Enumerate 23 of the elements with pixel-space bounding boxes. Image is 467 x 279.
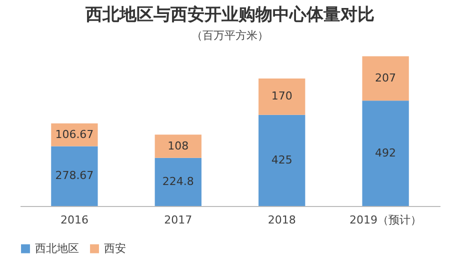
bar — [258, 114, 306, 206]
data-label: 170 — [271, 90, 292, 103]
data-label: 106.67 — [55, 128, 94, 141]
data-label: 278.67 — [55, 169, 94, 182]
data-label: 108 — [168, 139, 189, 152]
x-tick-label: 2018 — [268, 214, 296, 226]
legend-label: 西北地区 — [35, 242, 79, 255]
bar — [258, 78, 306, 115]
x-tick-label: 2017 — [164, 214, 192, 226]
bar — [154, 134, 202, 158]
chart-title: 西北地区与西安开业购物中心体量对比 — [84, 5, 374, 25]
bar — [362, 100, 409, 206]
data-label: 492 — [375, 146, 396, 160]
data-label: 425 — [271, 153, 292, 166]
data-label: 207 — [375, 71, 396, 84]
chart-subtitle: （百万平方米） — [192, 29, 268, 42]
bar — [51, 146, 98, 206]
data-label: 224.8 — [162, 174, 194, 188]
legend-label: 西安 — [104, 242, 126, 255]
bar — [362, 56, 409, 101]
bar — [154, 158, 202, 206]
x-tick-label: 2016 — [60, 214, 88, 226]
x-tick-label: 2019（预计） — [350, 214, 422, 226]
